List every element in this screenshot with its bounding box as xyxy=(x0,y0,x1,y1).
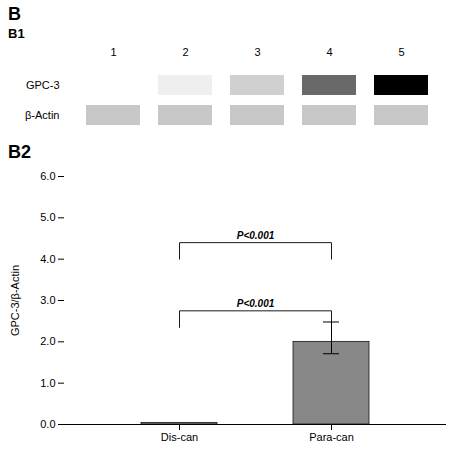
svg-text:Dis-can: Dis-can xyxy=(161,431,198,443)
svg-text:GPC-3/β-Actin: GPC-3/β-Actin xyxy=(9,265,21,336)
svg-text:3: 3 xyxy=(254,46,260,58)
svg-text:GPC-3: GPC-3 xyxy=(26,79,60,91)
svg-text:Para-can: Para-can xyxy=(309,431,354,443)
svg-text:P<0.001: P<0.001 xyxy=(237,230,275,241)
svg-text:5: 5 xyxy=(398,46,404,58)
svg-text:1.0: 1.0 xyxy=(40,377,55,389)
svg-text:2.0: 2.0 xyxy=(40,335,55,347)
svg-text:4: 4 xyxy=(326,46,332,58)
html-text:B1: B1 xyxy=(8,26,25,41)
html-text:B: B xyxy=(8,4,21,24)
svg-text:β-Actin: β-Actin xyxy=(25,109,59,121)
svg-text:3.0: 3.0 xyxy=(40,294,55,306)
svg-text:2: 2 xyxy=(182,46,188,58)
svg-text:4.0: 4.0 xyxy=(40,253,55,265)
svg-text:5.0: 5.0 xyxy=(40,211,55,223)
svg-text:6.0: 6.0 xyxy=(40,170,55,182)
html-text:B2: B2 xyxy=(8,142,31,162)
svg-text:0.0: 0.0 xyxy=(40,418,55,430)
svg-text:P<0.001: P<0.001 xyxy=(237,298,275,309)
svg-text:1: 1 xyxy=(110,46,116,58)
